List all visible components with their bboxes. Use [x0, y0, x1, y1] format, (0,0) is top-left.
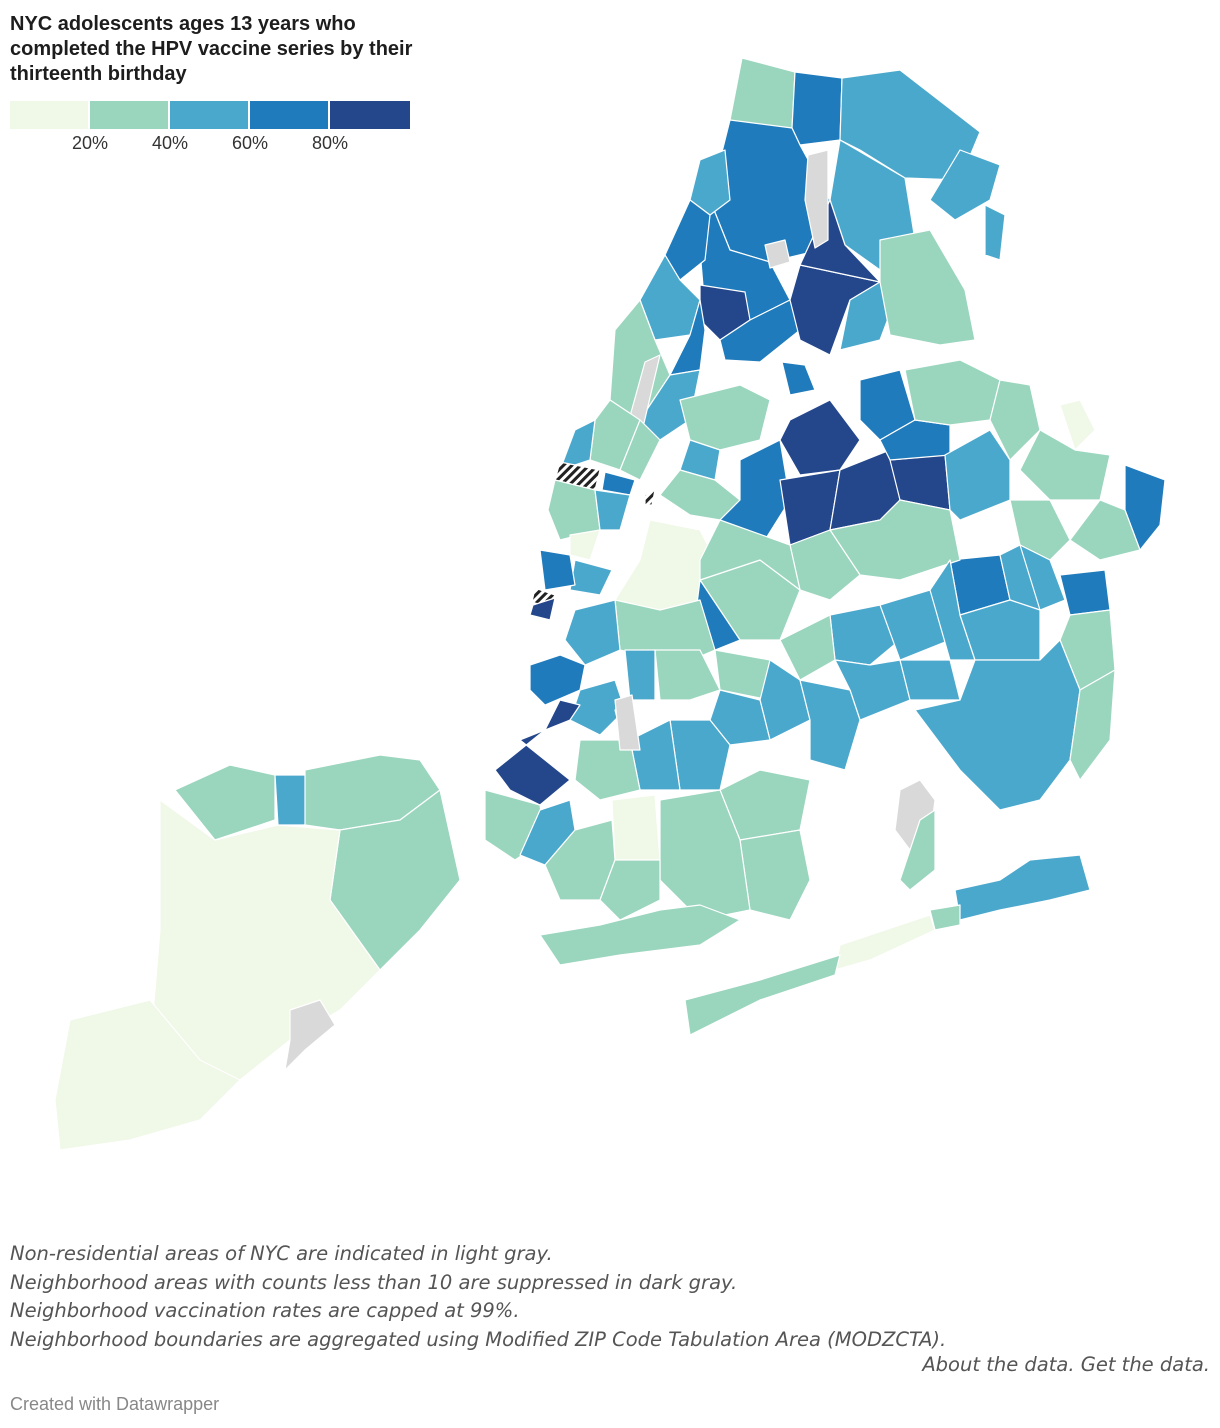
- map-title: NYC adolescents ages 13 years who comple…: [10, 13, 413, 85]
- bronx-zoo: [764, 239, 791, 269]
- bk-east-ny: [759, 659, 811, 741]
- qn-middle-vil: [779, 614, 836, 681]
- legend-tick-80: 80%: [311, 133, 349, 153]
- mn-e-harlem: [669, 299, 706, 376]
- bronx: [699, 57, 1006, 396]
- mn-battery: [529, 597, 556, 621]
- bk-red-hook: [529, 654, 586, 706]
- bronx-ne: [929, 149, 1001, 221]
- note-nonresidential: Non-residential areas of NYC are indicat…: [10, 1242, 553, 1265]
- bk-canarsie: [739, 829, 811, 921]
- legend-tick-60: 60%: [231, 133, 269, 153]
- bk-bed-stuy: [654, 649, 721, 701]
- notes: Non-residential areas of NYC are indicat…: [10, 1240, 1210, 1354]
- about-data-link[interactable]: About the data.: [922, 1353, 1081, 1376]
- qn-se-east: [1069, 669, 1116, 781]
- qn-glen-oaks: [1124, 464, 1166, 551]
- mn-chelsea: [559, 419, 596, 471]
- brooklyn: [484, 489, 861, 966]
- legend-tick-20: 20%: [71, 133, 109, 153]
- bk-hatch-e: [644, 489, 656, 506]
- mn-soho: [569, 529, 601, 561]
- legend-tick-40: 40%: [151, 133, 189, 153]
- datawrapper-credit[interactable]: Created with Datawrapper: [10, 1394, 220, 1414]
- bk-midwood: [611, 794, 661, 861]
- queens: [614, 359, 1166, 1036]
- legend-swatch-2: [90, 101, 170, 129]
- qn-maspeth: [699, 519, 801, 591]
- mn-midtown-e: [619, 419, 661, 481]
- bk-crown: [624, 649, 656, 701]
- qn-littleneck: [1059, 399, 1096, 451]
- legend-swatch-5: [330, 101, 410, 129]
- manhattan: [529, 149, 731, 621]
- bk-gravesend: [599, 859, 661, 921]
- note-capped: Neighborhood vaccination rates are cappe…: [10, 1299, 520, 1323]
- bk-coney: [539, 904, 741, 966]
- bk-cypress: [799, 679, 861, 771]
- qn-springfield: [959, 599, 1041, 661]
- qn-whitestone: [904, 359, 1001, 426]
- bk-sunset-dark: [494, 699, 581, 806]
- qn-floral: [1069, 499, 1141, 561]
- qn-hollis: [1009, 499, 1071, 561]
- bk-brownsville: [709, 689, 771, 746]
- mn-lower-e: [594, 489, 631, 531]
- rikers: [781, 361, 816, 396]
- mn-inwood: [689, 149, 731, 216]
- qn-howard: [899, 659, 961, 701]
- qn-rockaway-w: [834, 914, 936, 971]
- qn-breezy: [684, 954, 841, 1036]
- bk-brooklyn-hts: [564, 599, 621, 666]
- mn-fidi: [539, 549, 576, 591]
- legend-swatch-1: [10, 101, 90, 129]
- qn-bayside-e: [989, 379, 1041, 461]
- si-nonres: [284, 999, 336, 1071]
- si-south: [54, 999, 241, 1151]
- si-north-w: [174, 764, 276, 841]
- get-data-link[interactable]: Get the data.: [1080, 1353, 1210, 1376]
- staten-island: [54, 754, 461, 1151]
- qn-elmhurst-dark: [779, 399, 861, 476]
- qn-forest-hills: [829, 499, 961, 581]
- mn-chinatown: [569, 559, 613, 596]
- qn-rockaway-e: [954, 854, 1091, 921]
- nyc-map: [54, 57, 1166, 1151]
- note-suppressed: Neighborhood areas with counts less than…: [10, 1270, 738, 1294]
- qn-broad-chan: [899, 809, 936, 891]
- legend-swatch-4: [250, 101, 330, 129]
- bronx-riverdale: [791, 71, 843, 146]
- qn-fresh-mead: [944, 429, 1011, 521]
- bronx-park: [804, 149, 829, 249]
- qn-laurelton: [1059, 569, 1111, 616]
- qn-bayside: [879, 419, 951, 461]
- bk-nonres: [614, 694, 641, 751]
- mn-wash-hts: [664, 199, 711, 281]
- legend-swatch-3: [170, 101, 250, 129]
- legend: 20% 40% 60% 80%: [10, 101, 410, 161]
- bronx-ne-isl: [984, 204, 1006, 261]
- mn-midtown-w: [589, 399, 641, 471]
- legend-bar: [10, 101, 410, 129]
- qn-rockaway-mid: [929, 904, 961, 931]
- qn-douglaston: [1019, 429, 1111, 501]
- bronx-east: [879, 229, 976, 346]
- note-boundaries: Neighborhood boundaries are aggregated u…: [10, 1327, 947, 1351]
- data-links: About the data. Get the data.: [922, 1353, 1210, 1376]
